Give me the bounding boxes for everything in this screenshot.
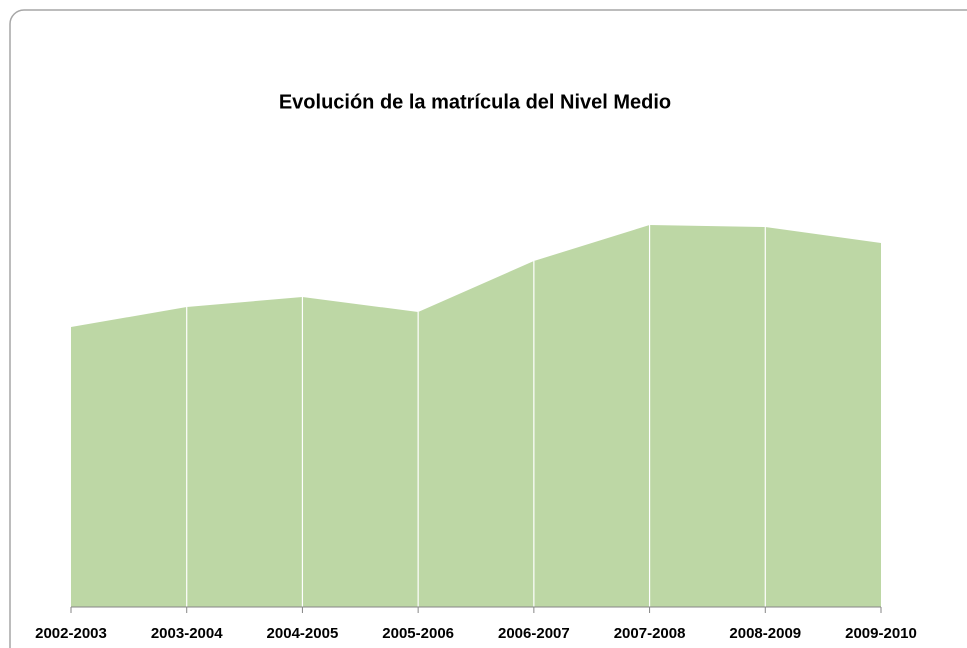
area bbox=[71, 225, 881, 607]
x-tick-label: 2009-2010 bbox=[845, 625, 917, 642]
x-tick-label: 2005-2006 bbox=[382, 625, 454, 642]
x-tick-label: 2002-2003 bbox=[35, 625, 107, 642]
x-tick-label: 2006-2007 bbox=[498, 625, 570, 642]
x-tick-label: 2007-2008 bbox=[614, 625, 686, 642]
chart-title: Evolución de la matrícula del Nivel Medi… bbox=[279, 91, 671, 113]
x-tick-label: 2003-2004 bbox=[151, 625, 223, 642]
x-tick-label: 2004-2005 bbox=[267, 625, 339, 642]
x-tick-label: 2008-2009 bbox=[729, 625, 801, 642]
